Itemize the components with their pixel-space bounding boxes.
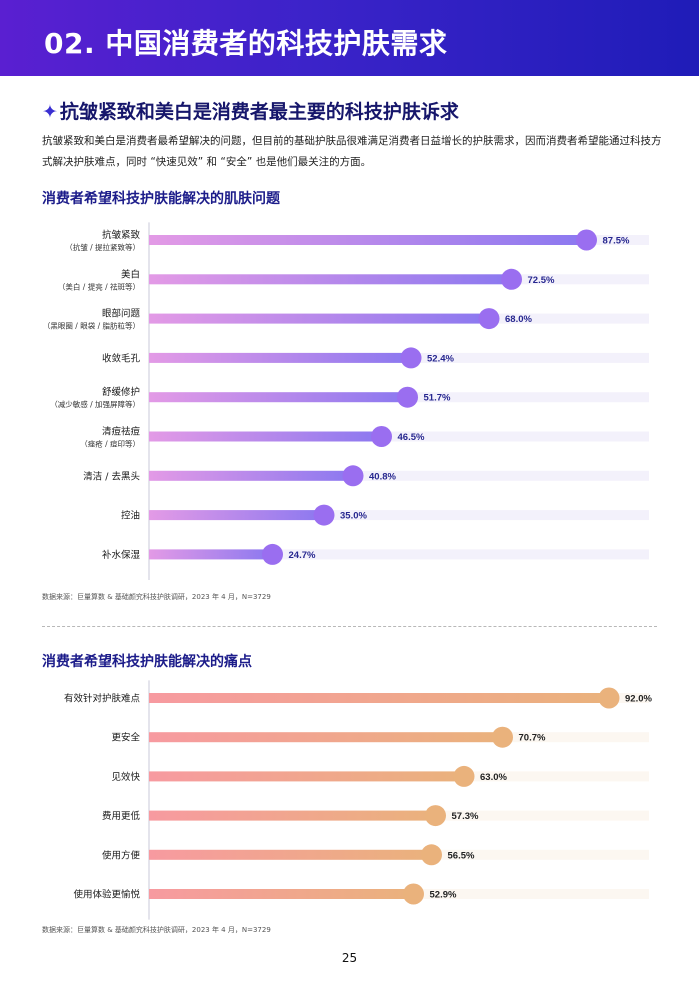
header-bar: 02. 中国消费者的科技护肤需求	[0, 0, 699, 76]
category-label: 舒缓修护	[102, 386, 140, 398]
data-label: 92.0%	[625, 694, 652, 705]
bar-end-dot	[501, 268, 522, 290]
bar-end-dot	[421, 844, 442, 866]
category-label: 抗皱紧致	[102, 229, 141, 241]
bar	[149, 771, 464, 782]
bar	[149, 849, 432, 860]
bar	[149, 510, 324, 521]
category-label: 美白	[121, 268, 140, 280]
data-label: 52.4%	[427, 353, 454, 364]
bar-end-dot	[371, 426, 392, 447]
intro-paragraph: 抗皱紧致和美白是消费者最希望解决的问题，但目前的基础护肤品很难满足消费者日益增长…	[42, 135, 662, 168]
category-label: 费用更低	[102, 810, 141, 822]
category-sublabel: （美白 / 提亮 / 祛斑等）	[58, 281, 140, 291]
section-divider	[42, 626, 657, 627]
category-label: 使用体验更愉悦	[73, 889, 140, 901]
bar	[149, 431, 382, 442]
data-label: 63.0%	[480, 772, 507, 783]
bar-track	[149, 470, 649, 481]
bar-end-dot	[576, 229, 597, 251]
category-label: 清洁 / 去黑头	[83, 470, 140, 482]
data-label: 40.8%	[369, 471, 396, 482]
bar	[149, 732, 503, 743]
chart2: 92.0% 有效针对护肤难点 70.7% 更安全 63.0% 见效快 57.3% 费用更低 56…	[64, 680, 652, 920]
bar-end-dot	[425, 805, 446, 827]
page-number: 25	[341, 951, 358, 965]
bar	[149, 549, 273, 560]
bar	[149, 235, 587, 245]
bar-end-dot	[492, 726, 513, 748]
bar	[149, 693, 609, 703]
bar	[149, 392, 408, 403]
bar	[149, 470, 353, 481]
category-label: 有效针对护肤难点	[64, 693, 141, 705]
category-label: 清痘祛痘	[102, 426, 141, 438]
bar-track	[149, 431, 649, 442]
bar-end-dot	[397, 386, 418, 408]
chart1: 87.5% 抗皱紧致（抗皱 / 提拉紧致等） 72.5% 美白（美白 / 提亮 / 祛…	[43, 222, 649, 580]
category-label: 见效快	[111, 771, 140, 783]
chart2-source: 数据来源：巨量算数 & 基础颜究科技护肤调研，2023 年 4 月，N=3729	[42, 926, 271, 934]
bar	[149, 352, 411, 363]
category-sublabel: （痤疮 / 痘印等）	[80, 439, 140, 449]
bar-track	[149, 549, 649, 560]
bar-end-dot	[403, 883, 424, 905]
data-label: 87.5%	[603, 236, 630, 247]
data-label: 72.5%	[528, 275, 555, 286]
category-sublabel: （黑眼圈 / 眼袋 / 脂肪粒等）	[43, 321, 140, 331]
chart2-title: 消费者希望科技护肤能解决的痛点	[42, 654, 252, 670]
bar-track	[149, 510, 649, 521]
bar	[149, 810, 436, 821]
section-heading-text: 抗皱紧致和美白是消费者最主要的科技护肤诉求	[59, 101, 459, 123]
category-label: 更安全	[111, 732, 140, 744]
chart1-title: 消费者希望科技护肤能解决的肌肤问题	[42, 191, 280, 207]
category-label: 收敛毛孔	[102, 352, 141, 364]
category-label: 眼部问题	[102, 308, 141, 320]
bar-end-dot	[342, 465, 364, 487]
category-sublabel: （减少敏感 / 加强屏障等）	[50, 399, 140, 409]
category-label: 控油	[121, 510, 140, 522]
category-label: 补水保湿	[102, 549, 141, 561]
bar-end-dot	[453, 765, 475, 787]
data-label: 35.0%	[340, 511, 367, 522]
section-heading: ✦ 抗皱紧致和美白是消费者最主要的科技护肤诉求	[42, 97, 459, 124]
category-sublabel: （抗皱 / 提拉紧致等）	[65, 242, 140, 252]
data-label: 51.7%	[424, 393, 451, 404]
category-label: 使用方便	[102, 849, 141, 861]
data-label: 24.7%	[289, 550, 316, 561]
data-label: 56.5%	[448, 850, 475, 861]
data-label: 46.5%	[398, 432, 425, 443]
bar	[149, 889, 414, 899]
bar-end-dot	[262, 543, 283, 565]
bar	[149, 313, 489, 324]
data-label: 52.9%	[430, 890, 457, 901]
data-label: 70.7%	[519, 733, 546, 744]
sparkle-icon: ✦	[42, 101, 58, 123]
bar-end-dot	[400, 347, 422, 369]
bar	[149, 274, 512, 285]
data-label: 68.0%	[505, 314, 532, 325]
bar-end-dot	[478, 308, 500, 330]
chart1-source: 数据来源：巨量算数 & 基础颜究科技护肤调研，2023 年 4 月，N=3729	[42, 593, 271, 601]
page-title: 02. 中国消费者的科技护肤需求	[44, 27, 448, 60]
bar-end-dot	[313, 504, 335, 526]
data-label: 57.3%	[452, 811, 479, 822]
bar-end-dot	[598, 687, 620, 709]
